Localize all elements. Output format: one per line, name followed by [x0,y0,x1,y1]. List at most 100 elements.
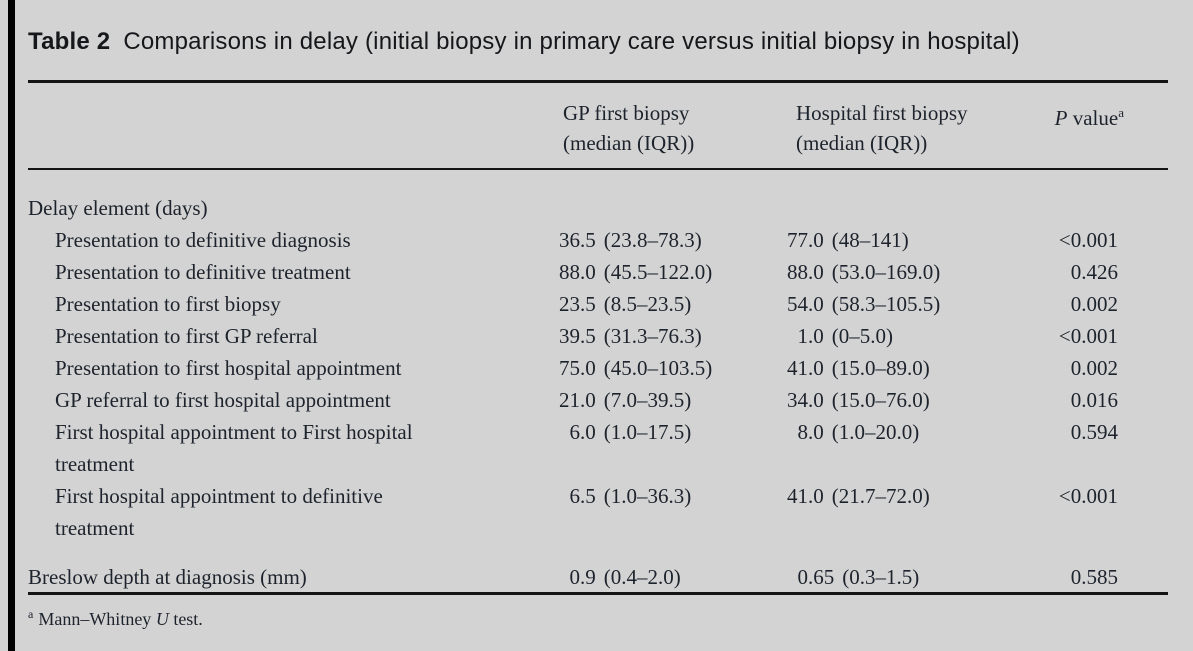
table-row: Presentation to definitive treatment 88.… [28,256,1168,288]
row-label-line2: treatment [55,516,135,540]
gp-value-cell: 21.0 (7.0–39.5) [558,384,786,416]
median-int: 88 [559,260,580,284]
median-int: 39 [559,324,580,348]
p-value-cell: 0.426 [1070,260,1118,284]
iqr-value: (58.3–105.5) [831,292,941,316]
iqr-value: (0.4–2.0) [603,565,681,589]
median-frac: .0 [580,388,596,412]
hospital-value-cell: 0.65 (0.3–1.5) [786,562,1040,592]
page-edge-bar [8,0,15,651]
hospital-value-cell: 41.0 (21.7–72.0) [786,480,1040,512]
iqr-value: (21.7–72.0) [831,484,930,508]
top-rule [28,80,1168,83]
median-int: 21 [559,388,580,412]
hospital-value-cell: 1.0 (0–5.0) [786,320,1040,352]
row-label: Presentation to definitive diagnosis [55,228,351,252]
iqr-value: (45.5–122.0) [603,260,713,284]
gp-value-cell: 88.0 (45.5–122.0) [558,256,786,288]
gp-value-cell: 75.0 (45.0–103.5) [558,352,786,384]
p-value-cell: <0.001 [1058,324,1118,348]
hospital-value-cell: 88.0 (53.0–169.0) [786,256,1040,288]
header-hospital-first-biopsy: Hospital first biopsy (median (IQR)) [786,98,1040,158]
header-gp-first-biopsy: GP first biopsy (median (IQR)) [558,98,786,158]
median-int: 88 [787,260,808,284]
p-value-cell: 0.594 [1070,420,1118,444]
header-hospital-line1: Hospital first biopsy [796,101,968,125]
median-int: 41 [787,484,808,508]
table-caption: Table 2 Comparisons in delay (initial bio… [28,0,1168,55]
median-frac: .5 [580,324,596,348]
hospital-value-cell: 41.0 (15.0–89.0) [786,352,1040,384]
gp-value-cell: 0.9 (0.4–2.0) [558,562,786,592]
median-frac: .0 [580,260,596,284]
median-frac: .0 [808,292,824,316]
iqr-value: (1.0–17.5) [603,420,692,444]
median-frac: .5 [580,484,596,508]
section-label: Delay element (days) [28,196,208,220]
p-value-cell: 0.585 [1070,565,1118,589]
table-row: First hospital appointment to definitive… [28,480,1168,544]
median-int: 0 [797,565,809,589]
median-frac: .0 [808,484,824,508]
row-label: Presentation to first hospital appointme… [55,356,402,380]
gp-value-cell: 23.5 (8.5–23.5) [558,288,786,320]
iqr-value: (8.5–23.5) [603,292,692,316]
row-label: First hospital appointment to First hosp… [28,416,558,480]
section-row: Delay element (days) [28,192,1168,224]
median-frac: .5 [580,228,596,252]
header-p-italic: P [1054,106,1068,130]
table-content: Table 2 Comparisons in delay (initial bio… [28,0,1168,630]
header-p-value: P valuea [1040,98,1168,158]
iqr-value: (53.0–169.0) [831,260,941,284]
median-int: 34 [787,388,808,412]
header-p-footnote-marker: a [1118,105,1124,120]
iqr-value: (0–5.0) [831,324,893,348]
table-row: First hospital appointment to First hosp… [28,416,1168,480]
p-value-cell: 0.002 [1070,356,1118,380]
gp-value-cell: 36.5 (23.8–78.3) [558,224,786,256]
hospital-value-cell: 8.0 (1.0–20.0) [786,416,1040,448]
median-frac: .0 [580,356,596,380]
table-row: Presentation to first GP referral 39.5 (3… [28,320,1168,352]
median-frac: .5 [580,292,596,316]
median-int: 54 [787,292,808,316]
table-row: Presentation to definitive diagnosis 36.… [28,224,1168,256]
footnote-u-italic: U [155,609,169,629]
breslow-row: Breslow depth at diagnosis (mm) 0.9 (0.4–… [28,562,1168,592]
row-label-line2: treatment [55,452,135,476]
median-int: 6 [569,484,581,508]
p-value-cell: <0.001 [1058,228,1118,252]
median-frac: .0 [808,420,824,444]
iqr-value: (7.0–39.5) [603,388,692,412]
table-row: Presentation to first biopsy 23.5 (8.5–23… [28,288,1168,320]
iqr-value: (23.8–78.3) [603,228,702,252]
row-label: Presentation to first GP referral [55,324,318,348]
table-footnote: a Mann–Whitney U test. [28,607,1168,630]
table-body: Delay element (days) Presentation to def… [28,192,1168,592]
median-int: 75 [559,356,580,380]
p-value-cell: <0.001 [1058,484,1118,508]
median-frac: .0 [580,420,596,444]
header-p-rest: value [1067,106,1119,130]
header-rule [28,168,1168,170]
bottom-rule [28,592,1168,595]
row-label: Presentation to first biopsy [55,292,281,316]
table-row: Presentation to first hospital appointme… [28,352,1168,384]
median-frac: .0 [808,260,824,284]
iqr-value: (1.0–20.0) [831,420,920,444]
gp-value-cell: 39.5 (31.3–76.3) [558,320,786,352]
median-int: 0 [569,565,581,589]
header-gp-line1: GP first biopsy [563,101,690,125]
gp-value-cell: 6.0 (1.0–17.5) [558,416,786,448]
iqr-value: (1.0–36.3) [603,484,692,508]
iqr-value: (31.3–76.3) [603,324,702,348]
median-frac: .9 [580,565,596,589]
header-hospital-line2: (median (IQR)) [796,131,928,155]
table-number: Table 2 [28,28,111,55]
header-empty-cell [28,98,558,158]
hospital-value-cell: 34.0 (15.0–76.0) [786,384,1040,416]
median-int: 1 [797,324,809,348]
hospital-value-cell: 77.0 (48–141) [786,224,1040,256]
median-int: 36 [559,228,580,252]
